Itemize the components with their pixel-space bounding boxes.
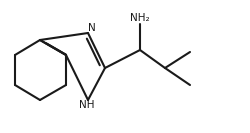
Text: NH₂: NH₂	[130, 13, 150, 23]
Text: NH: NH	[79, 100, 95, 110]
Text: N: N	[88, 23, 96, 33]
